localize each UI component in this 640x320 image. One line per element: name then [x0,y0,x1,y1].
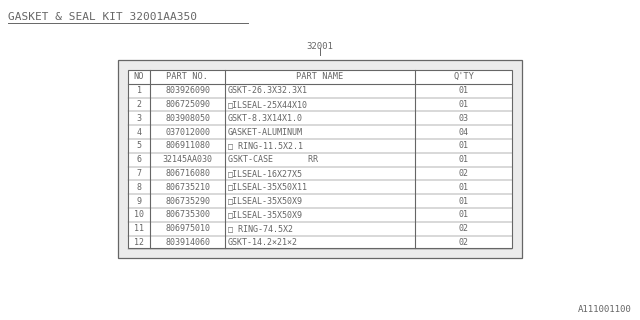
Text: 803914060: 803914060 [165,238,210,247]
Text: A111001100: A111001100 [579,305,632,314]
Text: NO: NO [134,72,144,81]
Text: 806735290: 806735290 [165,196,210,206]
Text: □ILSEAL-35X50X11: □ILSEAL-35X50X11 [228,183,308,192]
Bar [118,60,522,258]
Text: 806716080: 806716080 [165,169,210,178]
Text: 02: 02 [458,224,468,233]
Text: 7: 7 [136,169,141,178]
Text: GASKET & SEAL KIT 32001AA350: GASKET & SEAL KIT 32001AA350 [8,12,197,22]
Text: PART NAME: PART NAME [296,72,344,81]
Text: 03: 03 [458,114,468,123]
Text: 01: 01 [458,155,468,164]
Text: 1: 1 [136,86,141,95]
Text: 806725090: 806725090 [165,100,210,109]
Text: 02: 02 [458,169,468,178]
Text: □ILSEAL-16X27X5: □ILSEAL-16X27X5 [228,169,303,178]
Bar [128,70,512,248]
Text: 5: 5 [136,141,141,150]
Text: □ILSEAL-35X50X9: □ILSEAL-35X50X9 [228,211,303,220]
Text: 01: 01 [458,183,468,192]
Text: 32145AA030: 32145AA030 [163,155,212,164]
Text: 32001: 32001 [307,42,333,51]
Text: 803908050: 803908050 [165,114,210,123]
Text: GASKET-ALUMINUM: GASKET-ALUMINUM [228,128,303,137]
Text: 01: 01 [458,211,468,220]
Text: 01: 01 [458,86,468,95]
Text: 806911080: 806911080 [165,141,210,150]
Text: GSKT-8.3X14X1.0: GSKT-8.3X14X1.0 [228,114,303,123]
Text: □ RING-11.5X2.1: □ RING-11.5X2.1 [228,141,303,150]
Text: 6: 6 [136,155,141,164]
Text: 01: 01 [458,100,468,109]
Text: 2: 2 [136,100,141,109]
Text: 806975010: 806975010 [165,224,210,233]
Text: □ RING-74.5X2: □ RING-74.5X2 [228,224,293,233]
Text: 806735300: 806735300 [165,211,210,220]
Text: 8: 8 [136,183,141,192]
Text: □ILSEAL-25X44X10: □ILSEAL-25X44X10 [228,100,308,109]
Text: 4: 4 [136,128,141,137]
Text: 3: 3 [136,114,141,123]
Text: 803926090: 803926090 [165,86,210,95]
Text: Q'TY: Q'TY [453,72,474,81]
Text: GSKT-26.3X32.3X1: GSKT-26.3X32.3X1 [228,86,308,95]
Text: 04: 04 [458,128,468,137]
Text: 037012000: 037012000 [165,128,210,137]
Text: GSKT-14.2×21×2: GSKT-14.2×21×2 [228,238,298,247]
Text: GSKT-CASE       RR: GSKT-CASE RR [228,155,318,164]
Text: 02: 02 [458,238,468,247]
Text: 12: 12 [134,238,144,247]
Text: 10: 10 [134,211,144,220]
Text: PART NO.: PART NO. [166,72,209,81]
Text: □ILSEAL-35X50X9: □ILSEAL-35X50X9 [228,196,303,206]
Text: 01: 01 [458,141,468,150]
Text: 01: 01 [458,196,468,206]
Text: 806735210: 806735210 [165,183,210,192]
Text: 9: 9 [136,196,141,206]
Text: 11: 11 [134,224,144,233]
